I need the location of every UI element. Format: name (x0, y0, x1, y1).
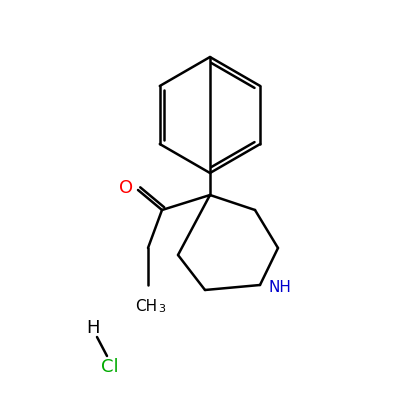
Text: Cl: Cl (101, 358, 119, 376)
Text: H: H (86, 319, 100, 337)
Text: O: O (119, 179, 133, 197)
Text: NH: NH (268, 280, 291, 294)
Text: CH: CH (135, 299, 157, 314)
Text: 3: 3 (158, 304, 165, 314)
